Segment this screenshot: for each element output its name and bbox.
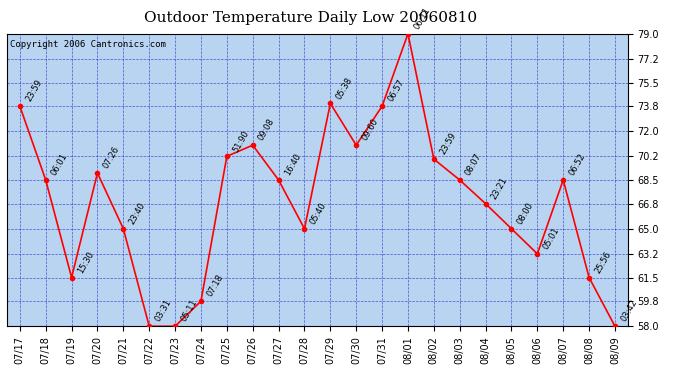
Text: 08:00: 08:00 xyxy=(515,201,535,226)
Text: 25:56: 25:56 xyxy=(593,249,613,275)
Text: 23:59: 23:59 xyxy=(438,131,457,156)
Text: 03:31: 03:31 xyxy=(153,298,173,324)
Text: 16:40: 16:40 xyxy=(283,152,302,177)
Text: Copyright 2006 Cantronics.com: Copyright 2006 Cantronics.com xyxy=(10,40,166,49)
Text: 09:60: 09:60 xyxy=(360,117,380,142)
Text: 07:18: 07:18 xyxy=(205,273,225,298)
Text: 09:08: 09:08 xyxy=(257,117,277,142)
Text: 23:40: 23:40 xyxy=(128,201,147,226)
Text: 05:40: 05:40 xyxy=(308,201,328,226)
Text: Outdoor Temperature Daily Low 20060810: Outdoor Temperature Daily Low 20060810 xyxy=(144,11,477,25)
Text: 06:01: 06:01 xyxy=(50,152,70,177)
Text: 51:90: 51:90 xyxy=(231,129,250,153)
Text: 03:42: 03:42 xyxy=(619,298,639,324)
Text: 05:11: 05:11 xyxy=(179,298,199,324)
Text: 05:01: 05:01 xyxy=(542,226,561,251)
Text: 06:52: 06:52 xyxy=(567,152,587,177)
Text: 05:38: 05:38 xyxy=(335,75,354,100)
Text: 07:26: 07:26 xyxy=(101,145,121,170)
Text: 06:57: 06:57 xyxy=(386,78,406,104)
Text: 08:07: 08:07 xyxy=(464,152,484,177)
Text: 15:30: 15:30 xyxy=(76,249,95,275)
Text: 06:11: 06:11 xyxy=(412,6,432,31)
Text: 23:59: 23:59 xyxy=(24,78,43,104)
Text: 23:21: 23:21 xyxy=(490,176,509,201)
